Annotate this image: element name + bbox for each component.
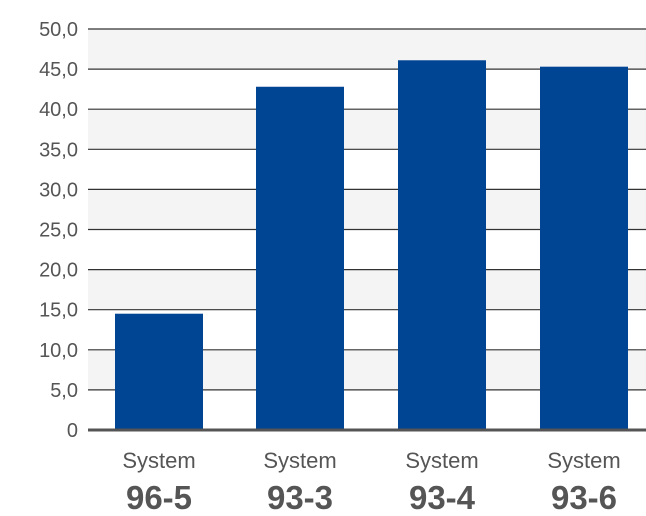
x-category-label-line2: 93-3 — [267, 479, 333, 516]
x-category-label-line1: System — [405, 448, 478, 473]
y-tick-label: 35,0 — [39, 139, 78, 161]
bar — [540, 66, 628, 430]
bars — [115, 60, 628, 430]
y-tick-label: 50,0 — [39, 19, 78, 41]
y-tick-label: 20,0 — [39, 260, 78, 282]
x-category-label-line2: 93-4 — [409, 479, 476, 516]
bar — [256, 86, 344, 430]
y-tick-label: 25,0 — [39, 220, 78, 242]
x-axis-category-labels: System 96-5 System 93-3 System 93-4 System 93-6 — [122, 448, 620, 516]
y-tick-label: 40,0 — [39, 99, 78, 121]
y-tick-label: 10,0 — [39, 340, 78, 362]
y-tick-label: 5,0 — [50, 380, 78, 402]
x-category-label-line1: System — [122, 448, 195, 473]
y-tick-label: 45,0 — [39, 59, 78, 81]
grid-band — [88, 29, 646, 70]
bar — [115, 313, 203, 430]
x-category-label-line2: 96-5 — [126, 479, 192, 516]
y-tick-label: 30,0 — [39, 179, 78, 201]
y-axis-tick-labels: 0 5,0 10,0 15,0 20,0 25,0 30,0 35,0 40,0 45,0 50,0 — [39, 19, 78, 442]
y-tick-label: 0 — [67, 420, 78, 442]
x-category-label-line2: 93-6 — [551, 479, 617, 516]
x-category-label-line1: System — [263, 448, 336, 473]
bar — [398, 60, 486, 430]
x-category-label-line1: System — [547, 448, 620, 473]
y-tick-label: 15,0 — [39, 300, 78, 322]
